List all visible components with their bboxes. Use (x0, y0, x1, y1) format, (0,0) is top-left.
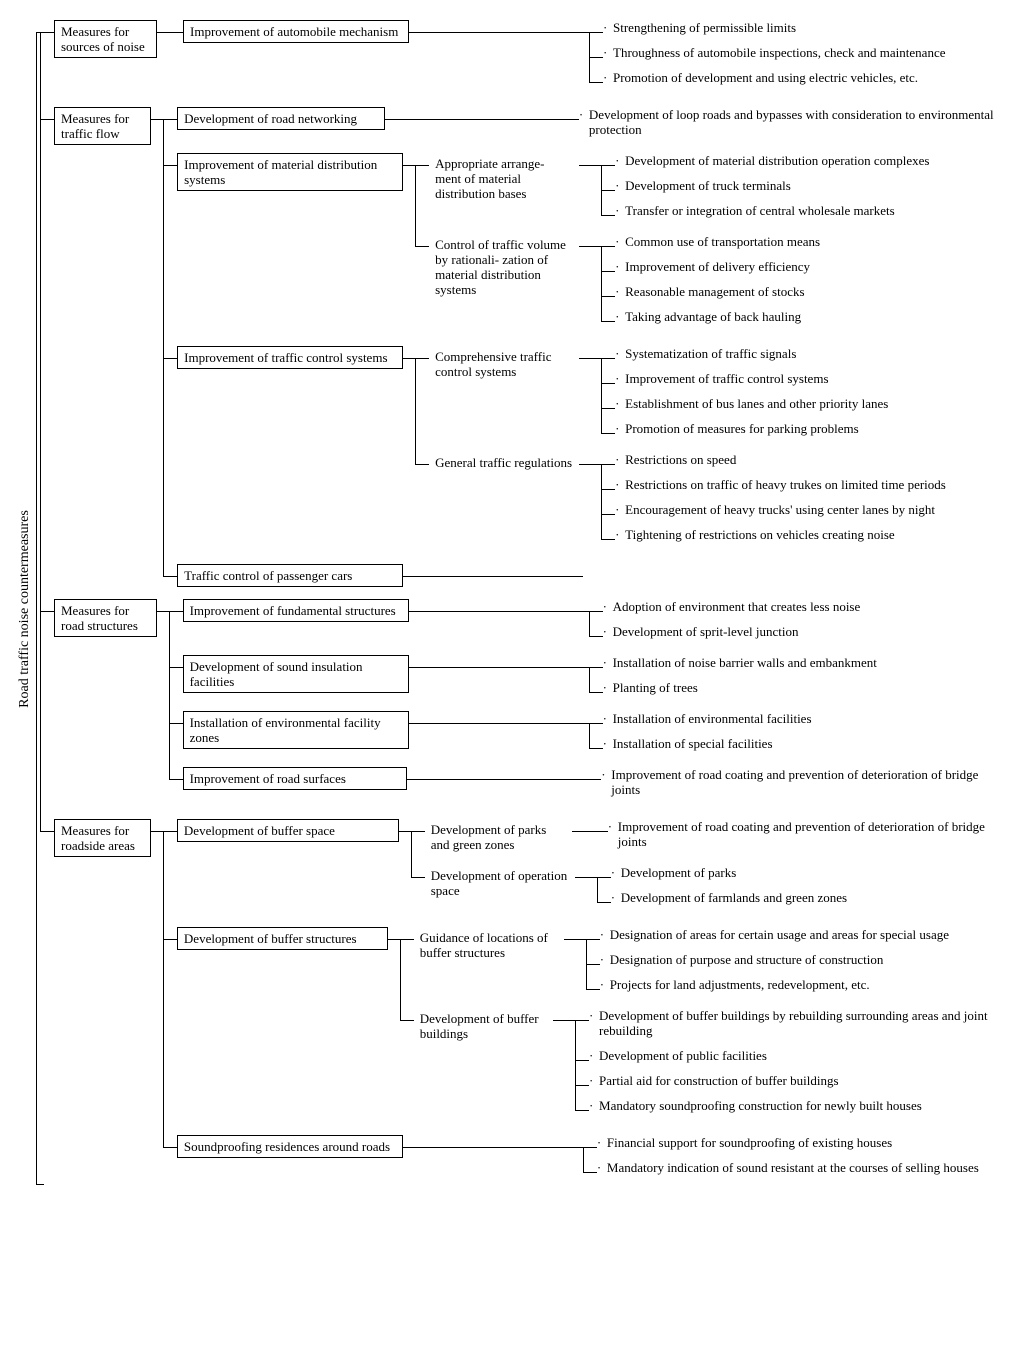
leaf-item: ·Development of loop roads and bypasses … (579, 107, 1008, 141)
node-label: Control of traffic volume by rationali- … (429, 234, 579, 300)
leaf-item: ·Systematization of traffic signals (615, 346, 1008, 365)
node-label: Measures for roadside areas (54, 819, 151, 857)
node-label: Improvement of material distribution sys… (177, 153, 403, 191)
node-label: Comprehensive traffic control systems (429, 346, 579, 382)
leaf-item: ·Adoption of environment that creates le… (603, 599, 1008, 618)
node-label: Development of operation space (425, 865, 575, 901)
leaf-item: ·Tightening of restrictions on vehicles … (615, 527, 1008, 546)
leaf-item: ·Promotion of development and using elec… (603, 70, 1008, 89)
node-label: Guidance of locations of buffer structur… (414, 927, 564, 963)
leaf-item: ·Development of parks (611, 865, 1008, 884)
node-label: Development of parks and green zones (425, 819, 572, 855)
root-label: Road traffic noise countermeasures (17, 510, 33, 708)
leaf-item: ·Planting of trees (603, 680, 1008, 699)
leaf-item: ·Restrictions on speed (615, 452, 1008, 471)
leaf-item: ·Development of truck terminals (615, 178, 1008, 197)
leaf-item: ·Installation of special facilities (603, 736, 1008, 755)
tree-container: Measures for sources of noise Improvement… (40, 20, 1008, 1197)
leaf-item: ·Designation of purpose and structure of… (600, 952, 1008, 971)
leaf-item: ·Development of public facilities (589, 1048, 1008, 1067)
node-label: Measures for sources of noise (54, 20, 157, 58)
node-label: Improvement of automobile mechanism (183, 20, 409, 43)
leaf-item: ·Restrictions on traffic of heavy trukes… (615, 477, 1008, 496)
node-label: Measures for traffic flow (54, 107, 151, 145)
leaf-item: ·Development of farmlands and green zone… (611, 890, 1008, 909)
leaf-item: ·Reasonable management of stocks (615, 284, 1008, 303)
node-label: Development of buffer space (177, 819, 399, 842)
leaf-item: ·Establishment of bus lanes and other pr… (615, 396, 1008, 415)
leaf-item: ·Development of sprit-level junction (603, 624, 1008, 643)
leaf-item: ·Transfer or integration of central whol… (615, 203, 1008, 222)
leaf-item: ·Financial support for soundproofing of … (597, 1135, 1008, 1154)
leaf-item: ·Promotion of measures for parking probl… (615, 421, 1008, 440)
node-label: Traffic control of passenger cars (177, 564, 403, 587)
leaf-item: ·Improvement of road coating and prevent… (601, 767, 1008, 801)
node-label: Improvement of fundamental structures (183, 599, 409, 622)
node-label: Appropriate arrange- ment of material di… (429, 153, 579, 204)
root-label-column: Road traffic noise countermeasures (10, 20, 40, 1197)
leaf-item: ·Taking advantage of back hauling (615, 309, 1008, 328)
node-label: Improvement of road surfaces (183, 767, 408, 790)
leaf-item: ·Strengthening of permissible limits (603, 20, 1008, 39)
diagram-root: Road traffic noise countermeasures Measu… (0, 0, 1018, 1217)
node-label: Soundproofing residences around roads (177, 1135, 403, 1158)
leaf-item: ·Improvement of traffic control systems (615, 371, 1008, 390)
leaf-item: ·Designation of areas for certain usage … (600, 927, 1008, 946)
leaf-item: ·Development of material distribution op… (615, 153, 1008, 172)
leaf-item: ·Development of buffer buildings by rebu… (589, 1008, 1008, 1042)
leaf-item: ·Installation of environmental facilitie… (603, 711, 1008, 730)
leaf-item: ·Installation of noise barrier walls and… (603, 655, 1008, 674)
leaf-item: ·Throughness of automobile inspections, … (603, 45, 1008, 64)
node-label: General traffic regulations (429, 452, 579, 473)
leaf-item: ·Improvement of delivery efficiency (615, 259, 1008, 278)
node-label: Development of road networking (177, 107, 385, 130)
node-label: Measures for road structures (54, 599, 157, 637)
leaf-item: ·Encouragement of heavy trucks' using ce… (615, 502, 1008, 521)
leaf-item: ·Improvement of road coating and prevent… (608, 819, 1008, 853)
leaf-item: ·Partial aid for construction of buffer … (589, 1073, 1008, 1092)
leaf-item: ·Mandatory soundproofing construction fo… (589, 1098, 1008, 1117)
leaf-item: ·Mandatory indication of sound resistant… (597, 1160, 1008, 1179)
node-label: Installation of environmental facility z… (183, 711, 409, 749)
node-label: Development of sound insulation faciliti… (183, 655, 409, 693)
node-label: Development of buffer structures (177, 927, 388, 950)
node-label: Development of buffer buildings (414, 1008, 553, 1044)
leaf-item: ·Common use of transportation means (615, 234, 1008, 253)
node-label: Improvement of traffic control systems (177, 346, 403, 369)
leaf-item: ·Projects for land adjustments, redevelo… (600, 977, 1008, 996)
